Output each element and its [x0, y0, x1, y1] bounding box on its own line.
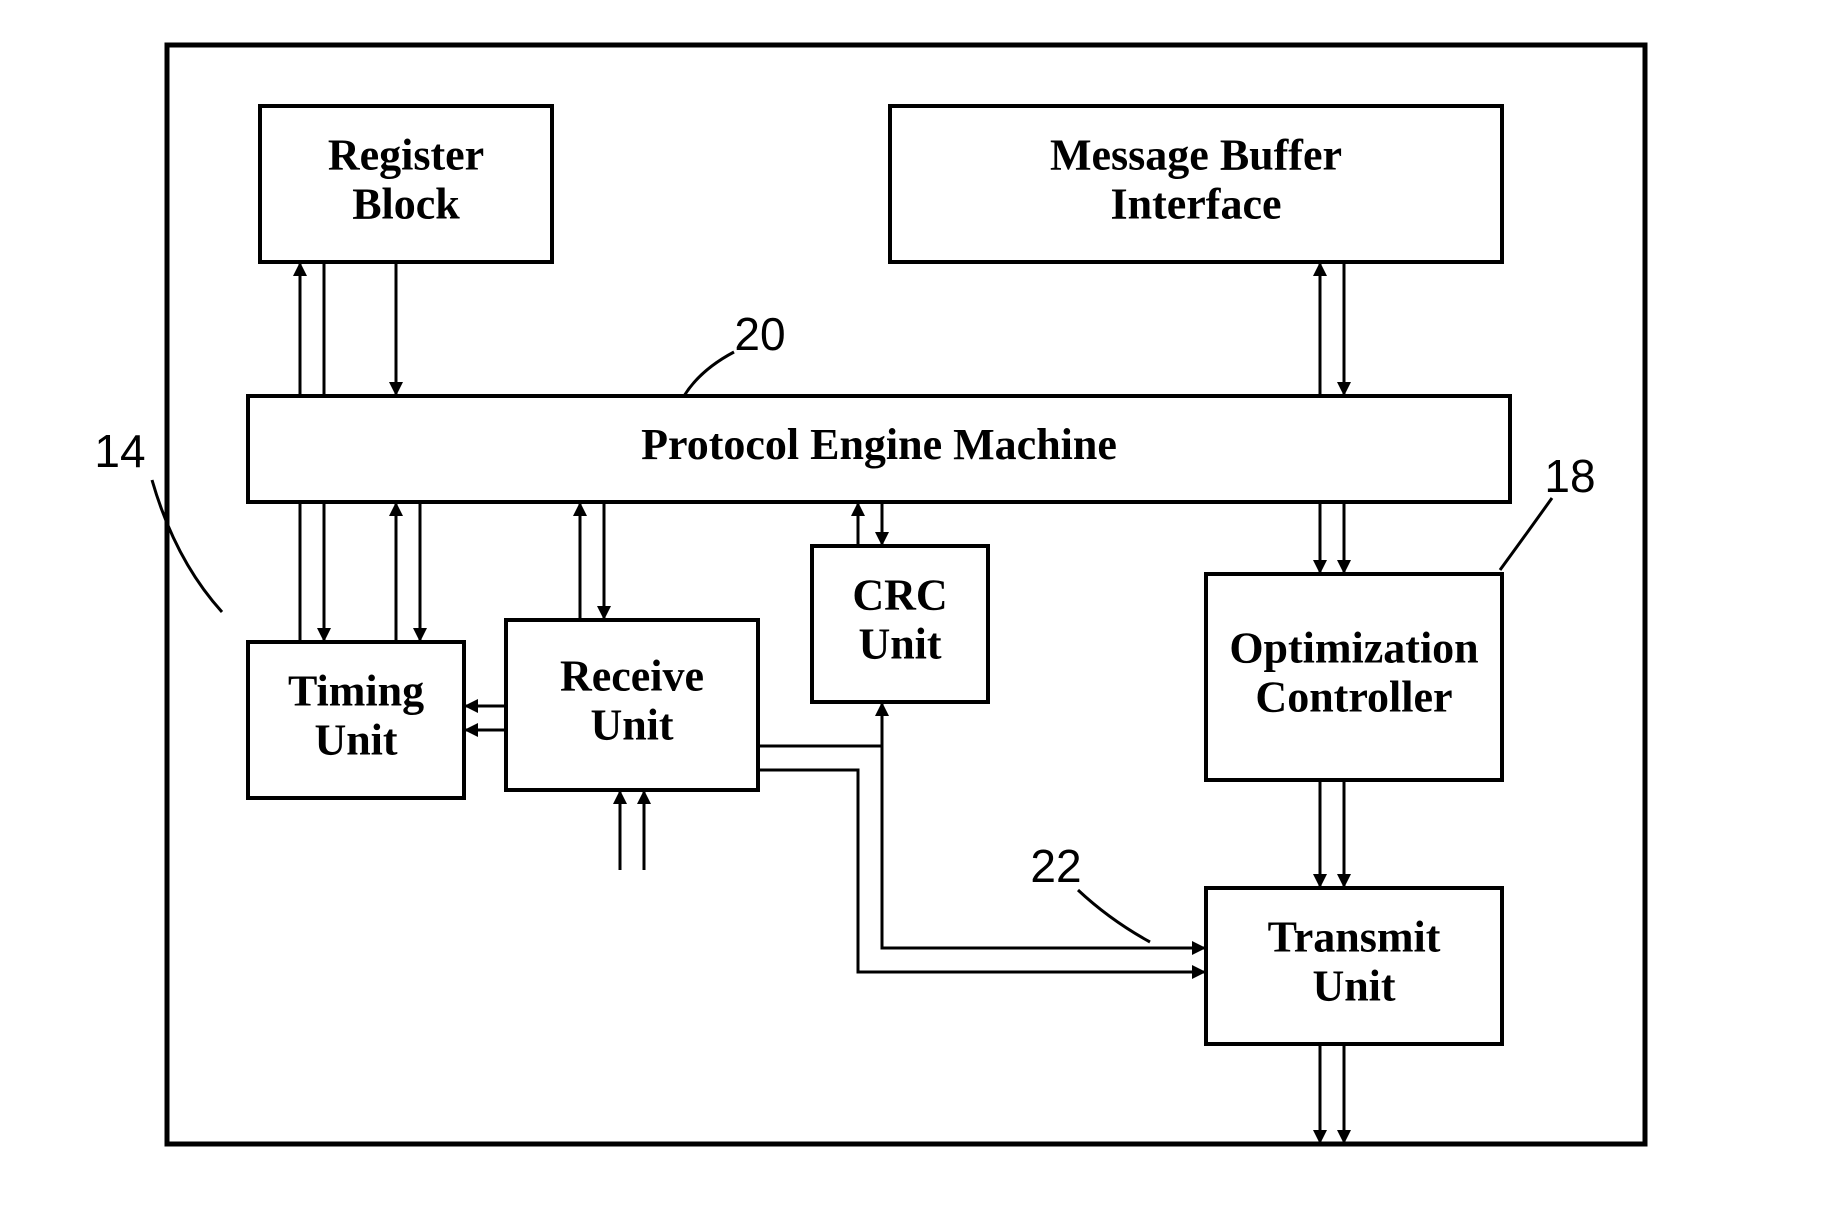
- optctrl-block: OptimizationController: [1206, 574, 1502, 780]
- ref-18: 18: [1544, 450, 1595, 502]
- ref-22: 22: [1030, 840, 1081, 892]
- register-label: Block: [352, 180, 460, 229]
- msgbuf-label: Message Buffer: [1050, 130, 1342, 179]
- optctrl-label: Optimization: [1229, 623, 1478, 672]
- msgbuf-block: Message BufferInterface: [890, 106, 1502, 262]
- register-label: Register: [328, 130, 484, 179]
- crc-label: Unit: [858, 620, 941, 669]
- ref-20: 20: [734, 308, 785, 360]
- transmit-block: TransmitUnit: [1206, 888, 1502, 1044]
- timing-label: Timing: [288, 666, 424, 715]
- crc-block: CRCUnit: [812, 546, 988, 702]
- timing-block: TimingUnit: [248, 642, 464, 798]
- ref-14: 14: [94, 425, 145, 477]
- receive-label: Receive: [560, 651, 704, 700]
- register-block: RegisterBlock: [260, 106, 552, 262]
- protocol-block: Protocol Engine Machine: [248, 396, 1510, 502]
- msgbuf-label: Interface: [1110, 180, 1281, 229]
- optctrl-label: Controller: [1255, 673, 1452, 722]
- transmit-label: Transmit: [1268, 912, 1441, 961]
- receive-block: ReceiveUnit: [506, 620, 758, 790]
- crc-label: CRC: [852, 570, 947, 619]
- timing-label: Unit: [314, 716, 397, 765]
- protocol-label: Protocol Engine Machine: [641, 420, 1117, 469]
- receive-label: Unit: [590, 701, 673, 750]
- transmit-label: Unit: [1312, 962, 1395, 1011]
